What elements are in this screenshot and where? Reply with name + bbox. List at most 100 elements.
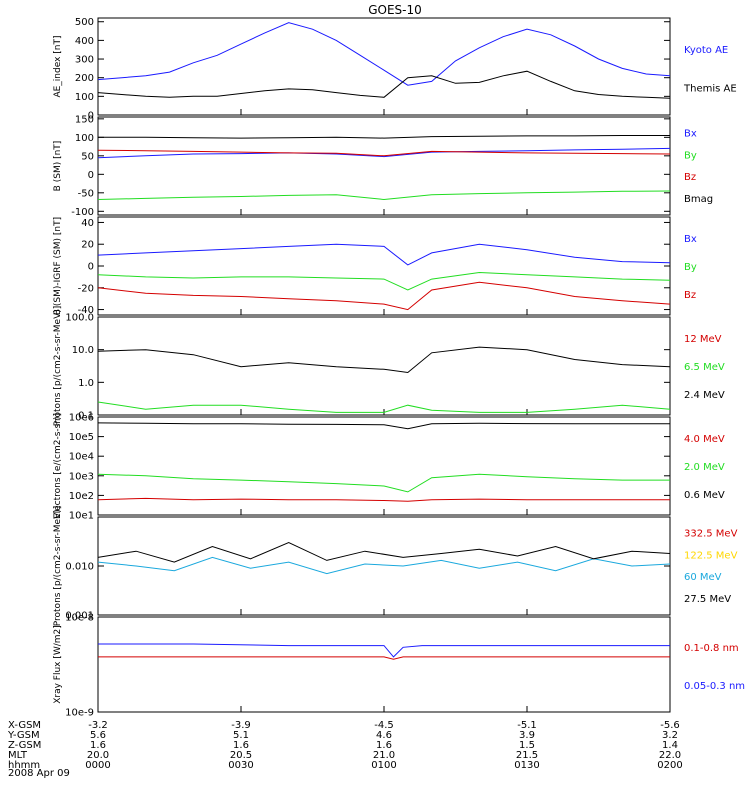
x-row-label: X-GSM [8, 720, 41, 731]
series-line-bsm-2 [97, 149, 671, 157]
x-row-value: -3.9 [231, 720, 251, 731]
x-row-value: 20.5 [230, 750, 252, 761]
x-axis-labels: X-GSM -3.2 -3.9 -4.5 -5.1 -5.6 Y-GSM 5.6 5.1 4.6 3… [7, 720, 683, 771]
legend-protons_high-0: 332.5 MeV [684, 529, 738, 540]
legend-protons_high-1: 122.5 MeV [684, 550, 738, 561]
y-tick-label: 500 [75, 17, 94, 28]
x-row-value: -4.5 [374, 720, 394, 731]
panel-bsm: -100 -50 0 50 100 150 B (SM) [nT] Bx By Bz Bmag [53, 114, 713, 217]
panel-electrons: 10e1 10e2 10e3 10e4 10e5 10e6 Electrons [e/(cm… [53, 413, 725, 522]
panel-frame [97, 516, 671, 616]
y-tick-label: 10.0 [72, 345, 94, 356]
y-tick-label: 0.1 [78, 411, 94, 422]
legend-electrons-1: 2.0 MeV [684, 462, 725, 473]
legend-bdiff-2: Bz [684, 290, 696, 301]
y-tick-label: -50 [78, 188, 94, 199]
panel-frame [97, 316, 671, 416]
x-row-value: -5.1 [517, 720, 537, 731]
y-tick-label: 10e2 [69, 491, 94, 502]
series-line-xray-0 [98, 656, 670, 660]
series-line-protons_high-3 [97, 542, 671, 563]
x-row-value: 1.6 [90, 740, 106, 751]
y-tick-label: 1.0 [78, 378, 94, 389]
legend-xray-1: 0.05-0.3 nm [684, 681, 745, 692]
legend-protons_high-2: 60 MeV [684, 572, 722, 583]
date-label: 2008 Apr 09 [8, 768, 70, 779]
y-tick-label: 0 [88, 170, 94, 181]
y-tick-label: 40 [81, 218, 94, 229]
y-tick-label: 0 [88, 111, 94, 122]
y-tick-label: -40 [78, 305, 94, 316]
y-axis-label: B (SM)-IGRF (SM) [nT] [53, 217, 63, 315]
x-row-value: 0200 [657, 760, 682, 771]
x-row-value: 1.4 [662, 740, 678, 751]
legend-bsm-0: Bx [684, 129, 697, 140]
series-line-ae-1 [97, 70, 671, 99]
y-axis-label: AE_index [nT] [53, 35, 63, 97]
legend-bsm-2: Bz [684, 172, 696, 183]
series-line-electrons-0 [97, 497, 670, 502]
x-row-value: 5.6 [90, 730, 106, 741]
x-row-value: 0030 [228, 760, 253, 771]
y-axis-label: B (SM) [nT] [53, 141, 63, 192]
y-tick-label: 0 [88, 262, 94, 273]
x-row-value: 1.6 [233, 740, 249, 751]
y-axis-label: Protons [p/(cm2-s-sr-MeV)] [53, 306, 63, 427]
y-tick-label: 10e-8 [65, 613, 94, 624]
series-line-protons_low-1 [97, 401, 671, 413]
series-line-xray-1 [98, 643, 670, 658]
x-row-value: 22.0 [659, 750, 681, 761]
x-row-value: 20.0 [87, 750, 109, 761]
y-tick-label: 10e-9 [65, 708, 94, 719]
y-tick-label: 100.0 [65, 313, 94, 324]
series-line-electrons-1 [97, 473, 670, 493]
series-line-electrons-2 [97, 422, 670, 430]
panel-ae: 0 100 200 300 400 500 AE_index [nT] Kyoto AE The… [53, 17, 737, 121]
y-axis-label: Electrons [e/(cm2-s-sr)] [53, 413, 63, 519]
y-tick-label: -100 [71, 207, 94, 218]
series-line-bdiff-0 [97, 243, 671, 266]
y-tick-label: 100 [75, 133, 94, 144]
series-line-protons_low-2 [97, 346, 671, 374]
series-line-bdiff-2 [97, 281, 671, 311]
legend-bdiff-0: Bx [684, 234, 697, 245]
x-row-value: 0130 [514, 760, 539, 771]
legend-protons_high-3: 27.5 MeV [684, 594, 731, 605]
y-tick-label: 20 [81, 240, 94, 251]
panel-bdiff: -40 -20 0 20 40 B (SM)-IGRF (SM) [nT] Bx By Bz [53, 216, 697, 316]
legend-electrons-2: 0.6 MeV [684, 490, 725, 501]
x-row-value: 3.2 [662, 730, 678, 741]
y-tick-label: 10e5 [69, 432, 94, 443]
x-row-value: 3.9 [519, 730, 535, 741]
y-tick-label: 50 [81, 151, 94, 162]
x-row-value: -5.6 [660, 720, 680, 731]
legend-ae-1: Themis AE [683, 84, 737, 95]
series-line-ae-0 [97, 22, 671, 86]
x-row-value: 1.5 [519, 740, 535, 751]
legend-ae-0: Kyoto AE [684, 45, 728, 56]
y-tick-label: 200 [75, 73, 94, 84]
x-row-value: 1.6 [376, 740, 392, 751]
legend-electrons-0: 4.0 MeV [684, 434, 725, 445]
legend-bsm-1: By [684, 150, 697, 161]
x-row-value: 21.5 [516, 750, 538, 761]
x-row-value: 0100 [371, 760, 396, 771]
series-line-bdiff-1 [97, 271, 671, 291]
y-tick-label: 10e6 [69, 413, 94, 424]
series-line-bsm-1 [97, 190, 671, 201]
y-tick-label: -20 [78, 283, 94, 294]
x-row-label: MLT [8, 750, 28, 761]
x-row-value: 5.1 [233, 730, 249, 741]
y-tick-label: 100 [75, 92, 94, 103]
x-row-value: 0000 [85, 760, 110, 771]
legend-protons_low-0: 12 MeV [684, 334, 722, 345]
y-tick-label: 300 [75, 55, 94, 66]
y-tick-label: 10e4 [69, 452, 94, 463]
y-axis-label: Xray Flux [W/m2] [53, 625, 63, 704]
y-tick-label: 150 [75, 114, 94, 125]
series-line-bsm-0 [97, 147, 671, 159]
legend-xray-0: 0.1-0.8 nm [684, 643, 739, 654]
y-axis-label: Protons [p/(cm2-s-sr-MeV)] [53, 506, 63, 627]
